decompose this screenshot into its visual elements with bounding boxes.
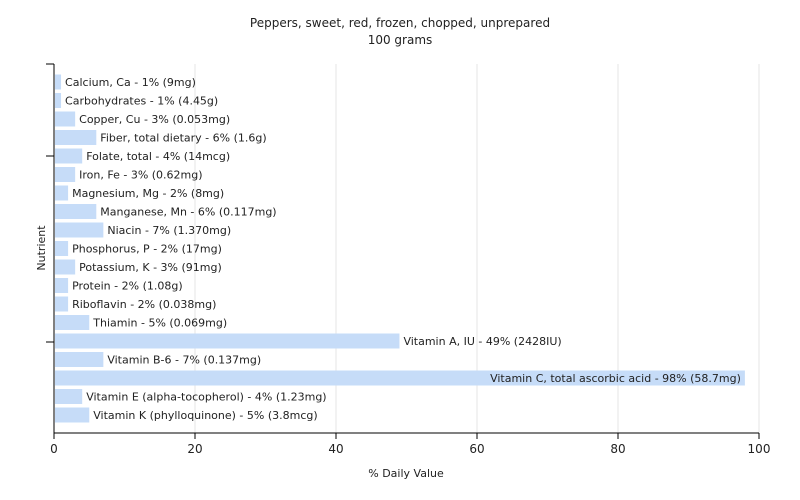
- x-axis-title: % Daily Value: [368, 467, 444, 480]
- bar-label: Protein - 2% (1.08g): [72, 280, 183, 293]
- bar: [55, 241, 69, 256]
- bar-label: Iron, Fe - 3% (0.62mg): [79, 169, 202, 182]
- x-tick-label: 0: [50, 442, 58, 456]
- bar: [55, 315, 90, 330]
- bar: [55, 185, 69, 201]
- bar: [55, 370, 745, 386]
- bar-label: Manganese, Mn - 6% (0.117mg): [100, 206, 276, 219]
- x-tick-label: 60: [469, 442, 484, 456]
- bar-label: Niacin - 7% (1.370mg): [107, 224, 231, 237]
- x-tick-label: 20: [187, 442, 202, 456]
- bar-label: Fiber, total dietary - 6% (1.6g): [100, 132, 266, 145]
- bar: [55, 259, 76, 275]
- bar-label: Riboflavin - 2% (0.038mg): [72, 298, 216, 311]
- bar: [55, 148, 83, 164]
- bar-label: Vitamin A, IU - 49% (2428IU): [403, 335, 561, 348]
- bar: [55, 222, 104, 238]
- bar-label: Calcium, Ca - 1% (9mg): [65, 76, 196, 89]
- x-tick-label: 80: [610, 442, 625, 456]
- bar-label: Vitamin B-6 - 7% (0.137mg): [107, 354, 261, 367]
- bar-label: Potassium, K - 3% (91mg): [79, 261, 222, 274]
- bar: [55, 111, 76, 127]
- bar-label: Vitamin K (phylloquinone) - 5% (3.8mcg): [93, 409, 317, 422]
- bar-label: Copper, Cu - 3% (0.053mg): [79, 113, 230, 126]
- bar: [55, 389, 83, 404]
- bar: [55, 296, 69, 312]
- chart-subtitle: 100 grams: [368, 33, 433, 47]
- bar-label: Vitamin E (alpha-tocopherol) - 4% (1.23m…: [86, 391, 326, 404]
- bar: [55, 74, 62, 90]
- y-axis-title: Nutrient: [35, 225, 48, 271]
- bar: [55, 93, 62, 108]
- plot-area: Calcium, Ca - 1% (9mg) Carbohydrates - 1%…: [46, 63, 771, 456]
- x-tick-label: 100: [748, 442, 771, 456]
- bar-label: Vitamin C, total ascorbic acid - 98% (58…: [490, 372, 741, 385]
- bar-label: Folate, total - 4% (14mcg): [86, 150, 230, 163]
- x-tick-label: 40: [328, 442, 343, 456]
- bar-label: Thiamin - 5% (0.069mg): [92, 317, 227, 330]
- bar: [55, 333, 400, 349]
- bar-label: Magnesium, Mg - 2% (8mg): [72, 187, 224, 200]
- bar: [55, 167, 76, 182]
- bar: [55, 278, 69, 293]
- bar: [55, 407, 90, 423]
- bar: [55, 204, 97, 219]
- bar: [55, 352, 104, 367]
- bar: [55, 130, 97, 145]
- bar-label: Phosphorus, P - 2% (17mg): [72, 243, 222, 256]
- chart-title: Peppers, sweet, red, frozen, chopped, un…: [250, 16, 550, 30]
- bar-label: Carbohydrates - 1% (4.45g): [65, 95, 218, 108]
